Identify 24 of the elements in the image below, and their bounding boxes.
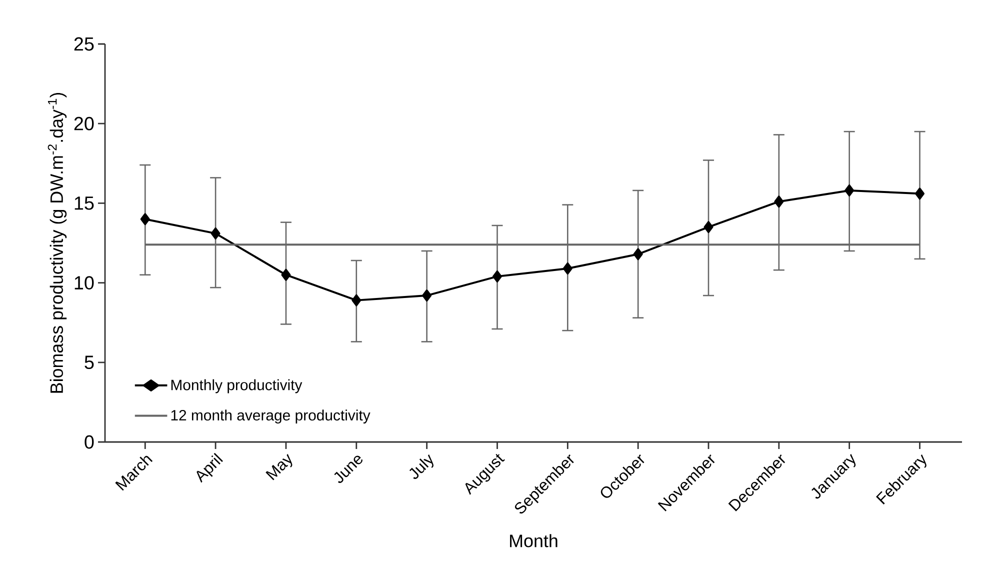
y-tick-label: 20 <box>74 116 94 130</box>
point <box>704 221 714 234</box>
point <box>774 196 784 208</box>
point <box>210 227 220 240</box>
point <box>140 213 150 226</box>
y-tick-label: 15 <box>74 196 94 210</box>
legend-label: 12 month average productivity <box>171 410 370 424</box>
point <box>915 188 925 200</box>
y-axis-title: Biomass productivity (g DW.m$^{-2}$.day$^{-1}$) <box>48 92 67 393</box>
x-tick-label: May <box>266 454 292 480</box>
legend-label: Monthly productivity <box>171 379 302 394</box>
x-axis-title: Month <box>510 534 558 548</box>
point <box>562 262 572 274</box>
point <box>844 184 854 196</box>
y-tick-label: 5 <box>84 356 94 370</box>
y-tick-label: 0 <box>84 435 94 449</box>
y-tick-label: 25 <box>74 37 94 51</box>
point <box>352 294 362 306</box>
point <box>281 268 291 281</box>
point <box>492 270 502 282</box>
point <box>633 248 643 260</box>
y-tick-label: 10 <box>74 276 94 290</box>
point <box>422 290 432 302</box>
x-tick-label: July <box>409 454 434 479</box>
